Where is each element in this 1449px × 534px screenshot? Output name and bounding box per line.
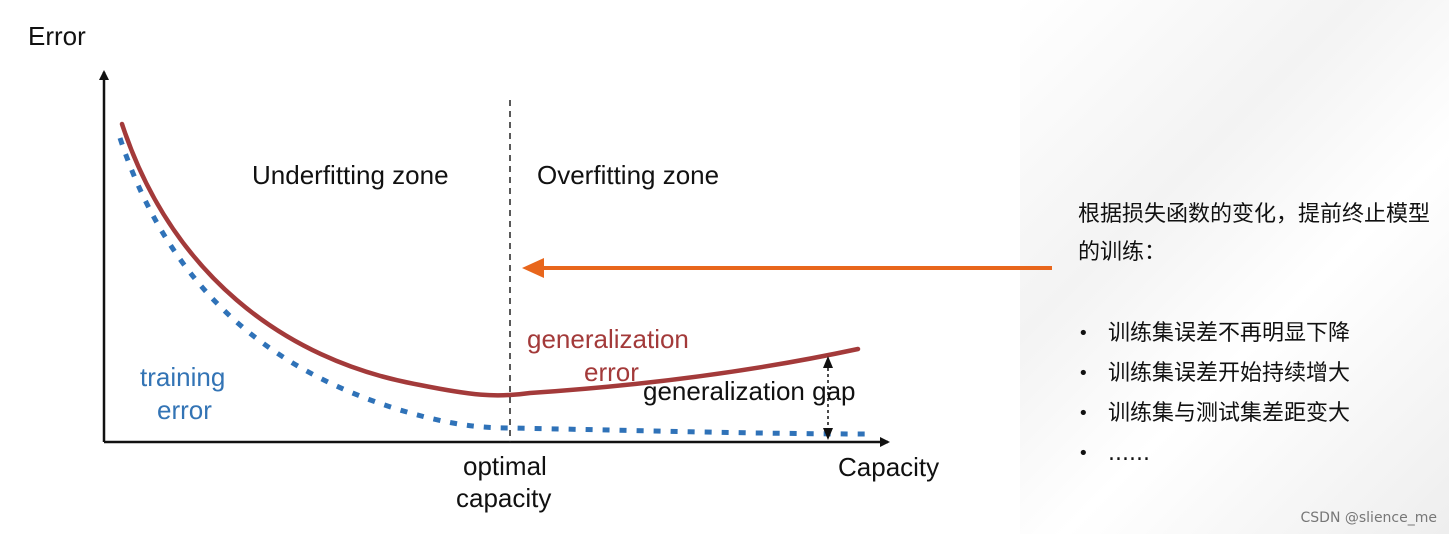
generalization-error-label-1: generalization [527, 324, 689, 354]
overfitting-zone-label: Overfitting zone [537, 160, 719, 190]
early-stop-arrow-head [522, 258, 544, 278]
optimal-capacity-label-1: optimal [463, 451, 547, 481]
training-error-curve [117, 137, 871, 437]
gap-arrow-head-bottom [823, 428, 833, 440]
notes-item: 训练集误差不再明显下降 [1078, 314, 1438, 354]
generalization-gap-label: generalization gap [643, 376, 856, 406]
underfitting-zone-label: Underfitting zone [252, 160, 449, 190]
gap-arrow-head-top [823, 356, 833, 368]
training-error-label-2: error [157, 395, 212, 425]
x-axis-label: Capacity [838, 452, 939, 482]
training-error-label-1: training [140, 362, 225, 392]
y-axis-label: Error [28, 21, 86, 51]
notes-list: 训练集误差不再明显下降 训练集误差开始持续增大 训练集与测试集差距变大 ....… [1078, 314, 1438, 474]
notes-title: 根据损失函数的变化，提前终止模型的训练： [1078, 202, 1431, 265]
notes-item: 训练集误差开始持续增大 [1078, 354, 1438, 394]
optimal-capacity-label-2: capacity [456, 483, 551, 513]
watermark: CSDN @slience_me [1300, 510, 1438, 526]
notes-item: 训练集与测试集差距变大 [1078, 394, 1438, 434]
generalization-error-curve [119, 121, 861, 398]
early-stopping-notes: 根据损失函数的变化，提前终止模型的训练： 训练集误差不再明显下降 训练集误差开始… [1078, 196, 1438, 474]
notes-item: ...... [1078, 434, 1438, 474]
capacity-error-diagram: Error Capacity Underfitting zone Overfit… [28, 21, 1052, 513]
generalization-error-label-2: error [584, 357, 639, 387]
